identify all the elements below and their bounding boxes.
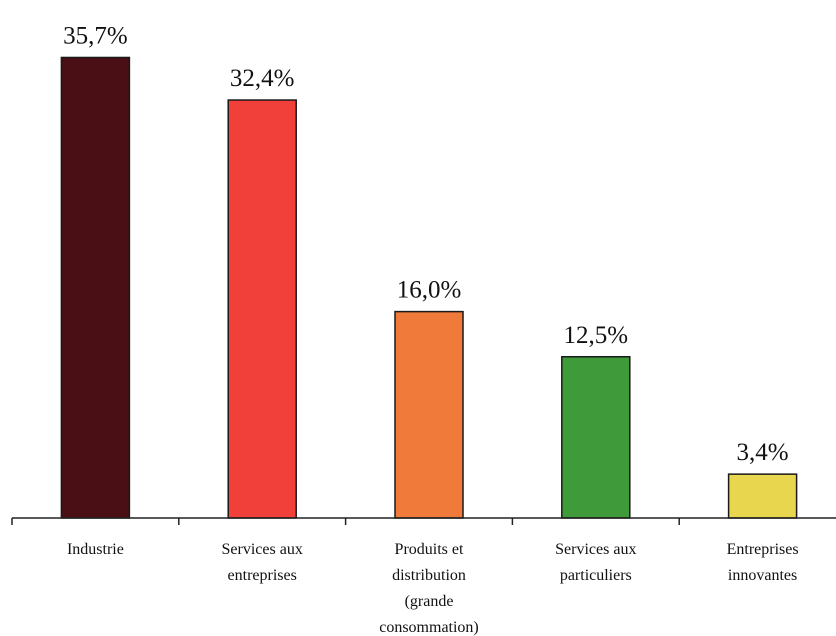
- category-labels: Industrie Services aux entreprises Produits…: [67, 541, 799, 636]
- bars-layer: [60, 56, 798, 519]
- category-label-line: Produits et: [395, 541, 464, 558]
- value-label-5: 3,4%: [737, 439, 789, 466]
- value-label-3: 16,0%: [397, 277, 462, 304]
- value-label-1: 35,7%: [63, 22, 128, 49]
- category-label-2: Services aux entreprises: [222, 541, 303, 584]
- category-label-line: Entreprises: [727, 541, 799, 558]
- category-label-line: consommation): [379, 619, 479, 636]
- value-label-2: 32,4%: [230, 65, 295, 92]
- bar-2: [227, 99, 297, 519]
- bar-1: [60, 56, 131, 519]
- category-label-line: innovantes: [728, 567, 797, 584]
- category-label-line: Services aux: [555, 541, 636, 558]
- category-label-line: Industrie: [67, 541, 124, 558]
- bar-5: [727, 473, 798, 519]
- bar-3: [394, 310, 464, 519]
- category-label-line: particuliers: [560, 567, 632, 584]
- category-label-line: (grande: [405, 593, 454, 610]
- value-label-4: 12,5%: [564, 322, 629, 349]
- category-label-1: Industrie: [67, 541, 124, 558]
- category-label-5: Entreprises innovantes: [727, 541, 799, 584]
- category-label-line: distribution: [392, 567, 466, 584]
- category-label-3: Produits et distribution (grande consommati…: [379, 541, 479, 636]
- category-label-line: entreprises: [228, 567, 297, 584]
- x-axis: [11, 517, 836, 525]
- bar-4: [561, 356, 631, 519]
- category-label-4: Services aux particuliers: [555, 541, 636, 584]
- value-labels: 35,7% 32,4% 16,0% 12,5% 3,4%: [63, 22, 789, 466]
- category-label-line: Services aux: [222, 541, 303, 558]
